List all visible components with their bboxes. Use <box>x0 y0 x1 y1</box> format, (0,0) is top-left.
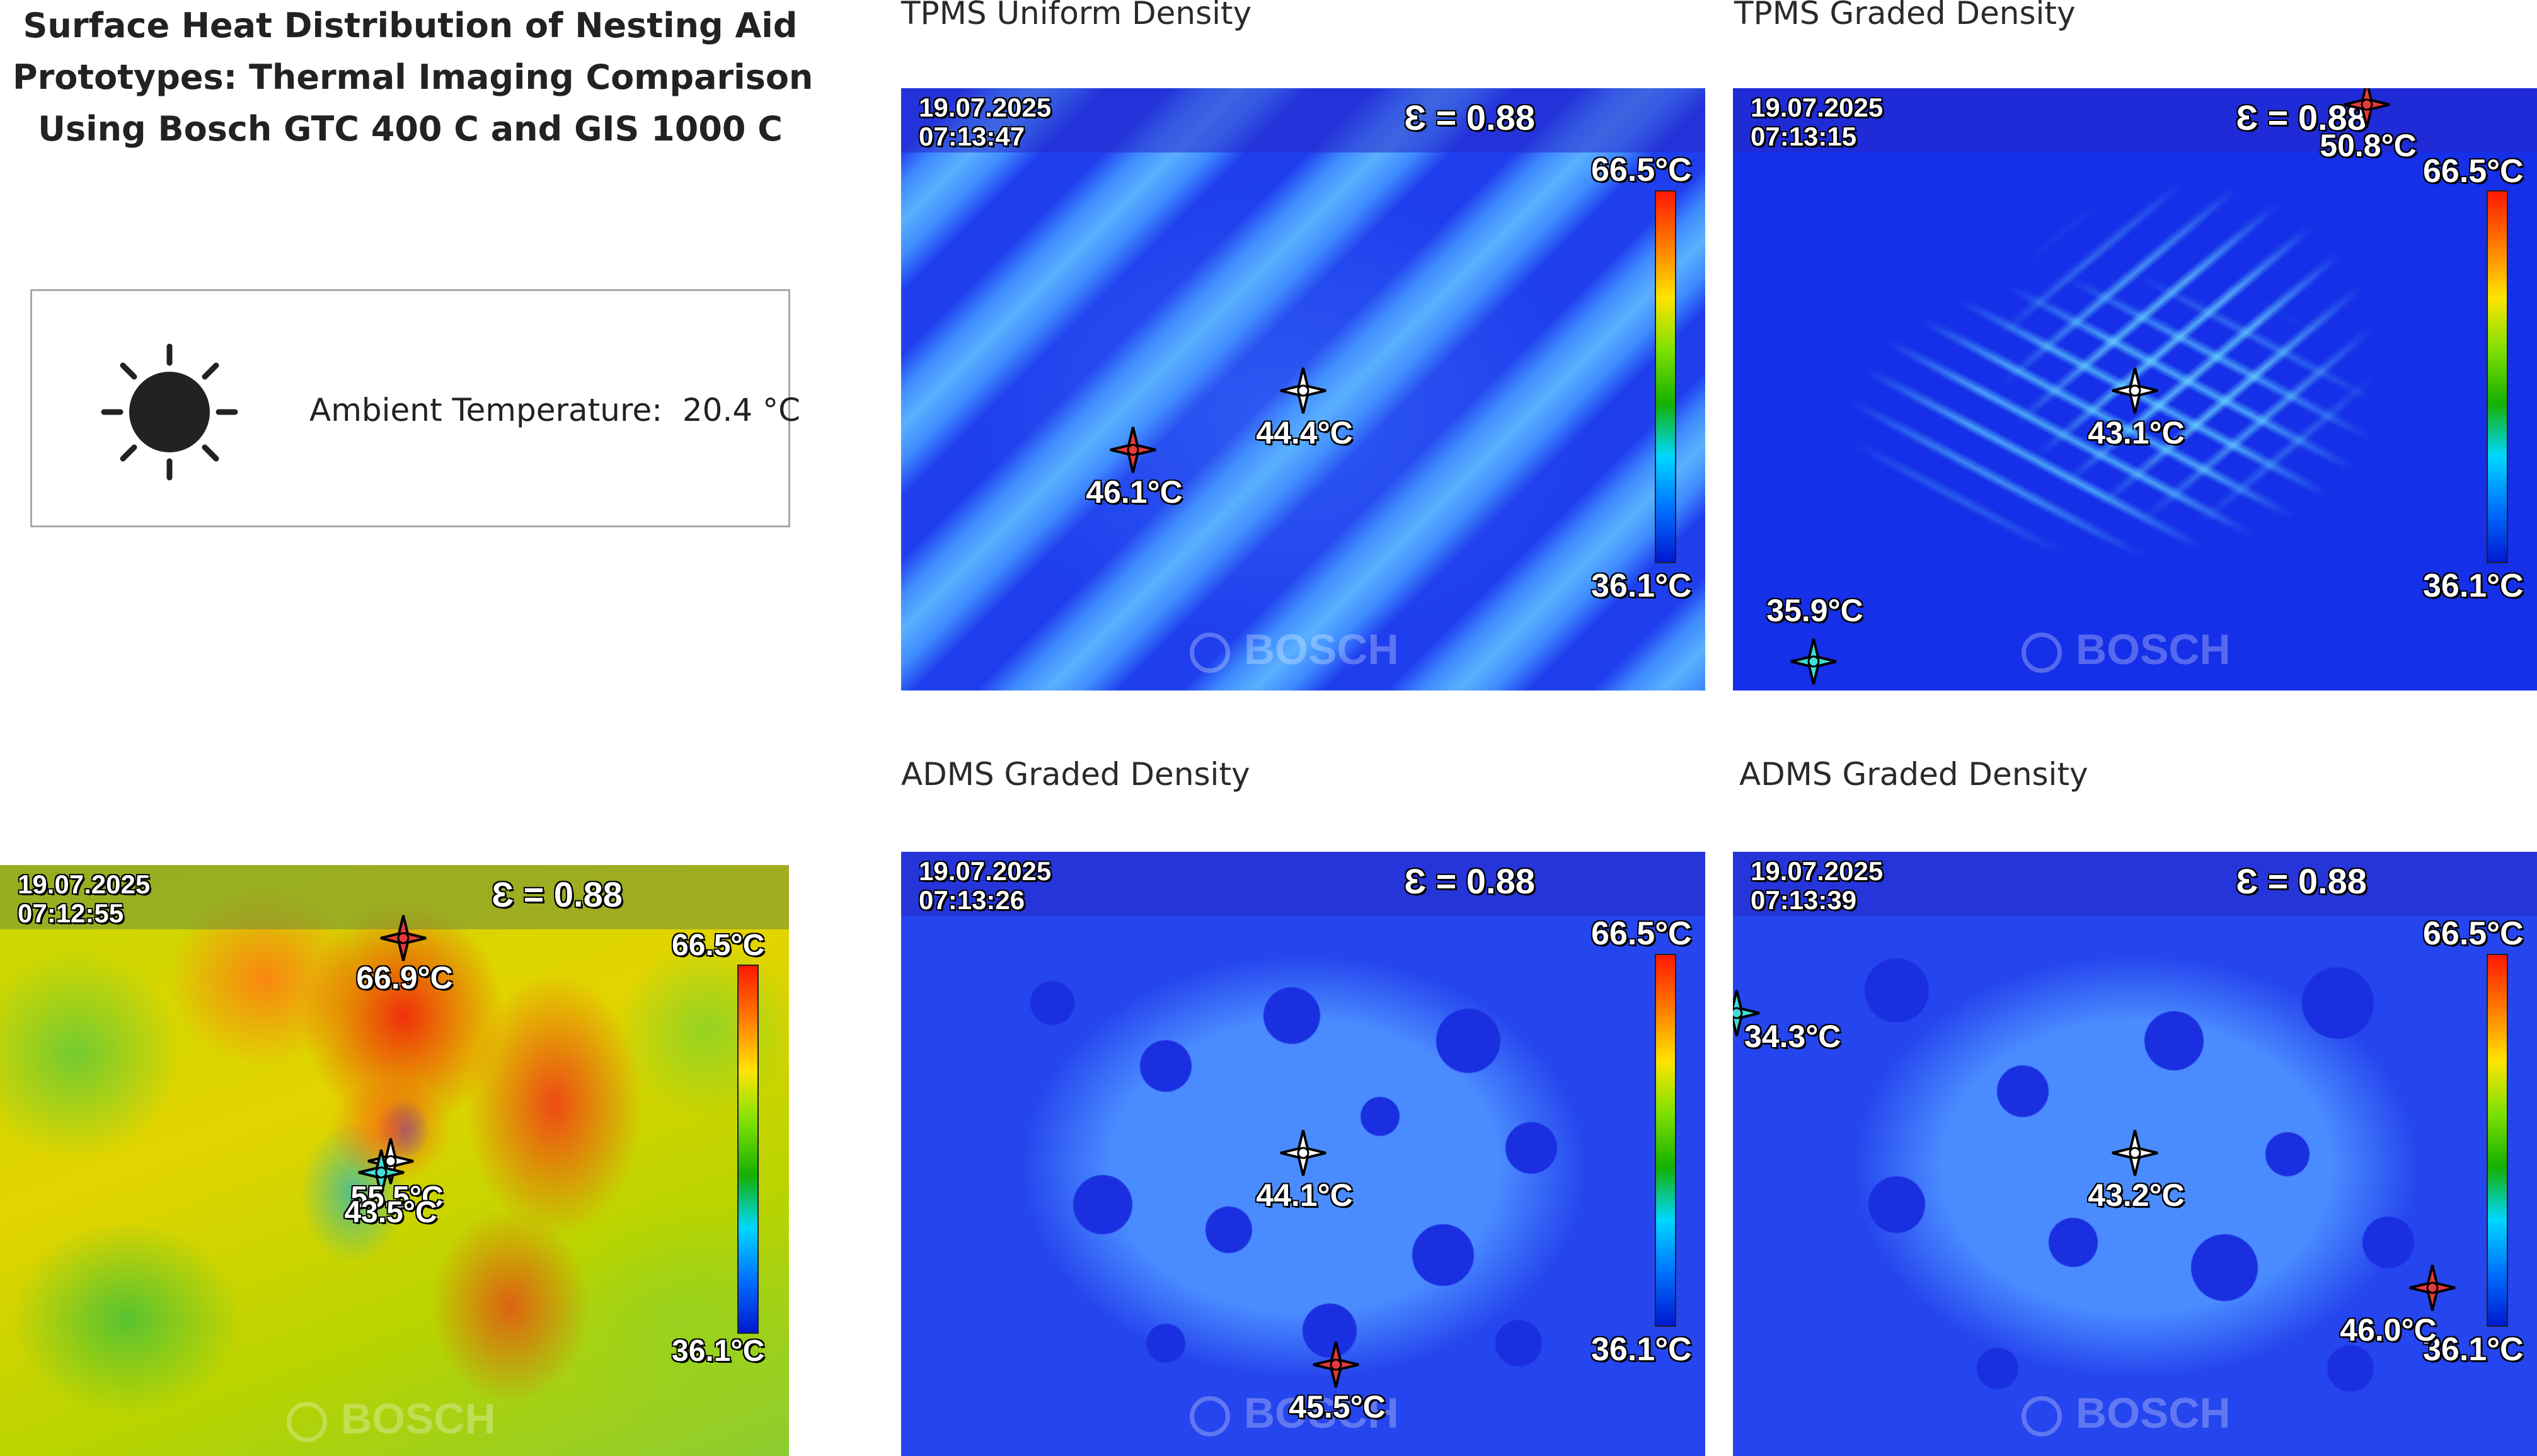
adms1-timestamp: 19.07.2025 07:13:26 <box>919 857 1051 915</box>
adms2-date: 19.07.2025 <box>1751 856 1884 886</box>
tpms-graded-hot-label: 50.8°C <box>2320 128 2417 163</box>
bosch-watermark: BOSCH <box>287 1394 496 1443</box>
thermal-image-tpms-graded: 19.07.2025 07:13:15 Ɛ = 0.88 50.8°C 66.5… <box>1733 88 2537 691</box>
adms2-color-scale <box>2487 954 2508 1327</box>
tpms-uniform-hot-label: 46.1°C <box>1086 474 1183 510</box>
left-color-scale <box>737 965 759 1334</box>
tpms-uniform-scale-max: 66.5°C <box>1591 152 1692 188</box>
left-timestamp: 19.07.2025 07:12:55 <box>18 870 150 928</box>
left-center-label: 55.5°C <box>350 1181 444 1214</box>
tpms-uniform-center-label: 44.4°C <box>1256 415 1353 450</box>
bosch-watermark: BOSCH <box>1190 625 1399 674</box>
tpms-graded-timestamp: 19.07.2025 07:13:15 <box>1751 93 1883 151</box>
left-date: 19.07.2025 <box>18 869 151 899</box>
caption-tpms-uniform: TPMS Uniform Density <box>901 0 1252 32</box>
thermal-image-adms-graded-1: 19.07.2025 07:13:26 Ɛ = 0.88 66.5°C 36.1… <box>901 852 1705 1456</box>
title-line-2: Prototypes: Thermal Imaging Comparison <box>13 57 814 97</box>
adms2-hot-label: 46.0°C <box>2340 1312 2437 1348</box>
adms1-scale-max: 66.5°C <box>1591 915 1692 952</box>
tpms-graded-time: 07:13:15 <box>1751 122 1857 151</box>
title-line-1: Surface Heat Distribution of Nesting Aid <box>23 6 798 45</box>
adms2-emissivity: Ɛ = 0.88 <box>2236 861 2367 901</box>
thermal-image-adms-graded-2: 19.07.2025 07:13:39 Ɛ = 0.88 66.5°C 36.1… <box>1733 852 2537 1456</box>
thermal-image-tpms-uniform: 19.07.2025 07:13:47 Ɛ = 0.88 66.5°C 36.1… <box>901 88 1705 691</box>
caption-adms-graded-1: ADMS Graded Density <box>901 756 1250 793</box>
adms2-scale-min: 36.1°C <box>2423 1331 2524 1368</box>
sun-icon <box>101 343 238 481</box>
caption-adms-graded-2: ADMS Graded Density <box>1739 756 2088 793</box>
tpms-graded-date: 19.07.2025 <box>1751 93 1884 122</box>
hot-spot-marker <box>2342 88 2392 130</box>
left-time: 07:12:55 <box>18 898 124 928</box>
tpms-graded-scale-max: 66.5°C <box>2423 153 2524 190</box>
center-marker <box>2110 365 2160 416</box>
left-scale-max: 66.5°C <box>672 929 765 962</box>
hot-spot-marker <box>1311 1339 1361 1390</box>
ambient-temperature-box: Ambient Temperature: 20.4 °C <box>30 289 800 527</box>
left-hot-label: 66.9°C <box>356 960 453 995</box>
cold-spot-marker <box>1788 636 1839 687</box>
tpms-uniform-time: 07:13:47 <box>919 122 1025 151</box>
adms1-date: 19.07.2025 <box>919 856 1052 886</box>
thermal-image-left: 19.07.2025 07:12:55 Ɛ = 0.88 66.5°C 36.1… <box>0 865 789 1456</box>
adms1-emissivity: Ɛ = 0.88 <box>1404 861 1535 901</box>
tpms-graded-center-label: 43.1°C <box>2088 415 2185 450</box>
tpms-graded-color-scale <box>2487 190 2508 563</box>
tpms-graded-scale-min: 36.1°C <box>2423 568 2524 604</box>
adms1-time: 07:13:26 <box>919 885 1025 915</box>
left-emissivity: Ɛ = 0.88 <box>492 874 623 914</box>
tpms-uniform-timestamp: 19.07.2025 07:13:47 <box>919 93 1051 151</box>
adms1-color-scale <box>1655 954 1676 1327</box>
adms1-center-label: 44.1°C <box>1256 1178 1353 1213</box>
center-marker <box>1278 1128 1328 1178</box>
tpms-uniform-scale-min: 36.1°C <box>1591 568 1692 604</box>
caption-tpms-graded: TPMS Graded Density <box>1734 0 2076 32</box>
center-marker <box>2110 1128 2160 1178</box>
adms2-timestamp: 19.07.2025 07:13:39 <box>1751 857 1883 915</box>
hot-spot-marker <box>378 913 429 963</box>
bosch-watermark: BOSCH <box>2022 625 2231 674</box>
page-title: Surface Heat Distribution of Nesting Aid… <box>13 0 814 155</box>
tpms-uniform-color-scale <box>1655 190 1676 563</box>
bosch-watermark: BOSCH <box>1190 1389 1399 1438</box>
title-line-3: Using Bosch GTC 400 C and GIS 1000 C <box>38 109 783 149</box>
tpms-graded-cold-label: 35.9°C <box>1766 593 1863 628</box>
bosch-watermark: BOSCH <box>2022 1389 2231 1438</box>
adms2-cold-label: 34.3°C <box>1744 1019 1841 1054</box>
adms2-scale-max: 66.5°C <box>2423 915 2524 952</box>
tpms-uniform-emissivity: Ɛ = 0.88 <box>1404 98 1535 137</box>
adms1-scale-min: 36.1°C <box>1591 1331 1692 1368</box>
adms1-hot-label: 45.5°C <box>1289 1389 1386 1424</box>
ambient-temperature-label: Ambient Temperature: 20.4 °C <box>309 392 800 428</box>
left-scale-min: 36.1°C <box>672 1334 765 1368</box>
center-marker <box>1278 365 1328 416</box>
adms2-center-label: 43.2°C <box>2088 1178 2185 1213</box>
adms2-time: 07:13:39 <box>1751 885 1857 915</box>
hot-spot-marker <box>1108 425 1158 475</box>
tpms-uniform-date: 19.07.2025 <box>919 93 1052 122</box>
hot-spot-marker <box>2407 1263 2458 1313</box>
left-cold-label: 43.5°C <box>344 1196 437 1229</box>
